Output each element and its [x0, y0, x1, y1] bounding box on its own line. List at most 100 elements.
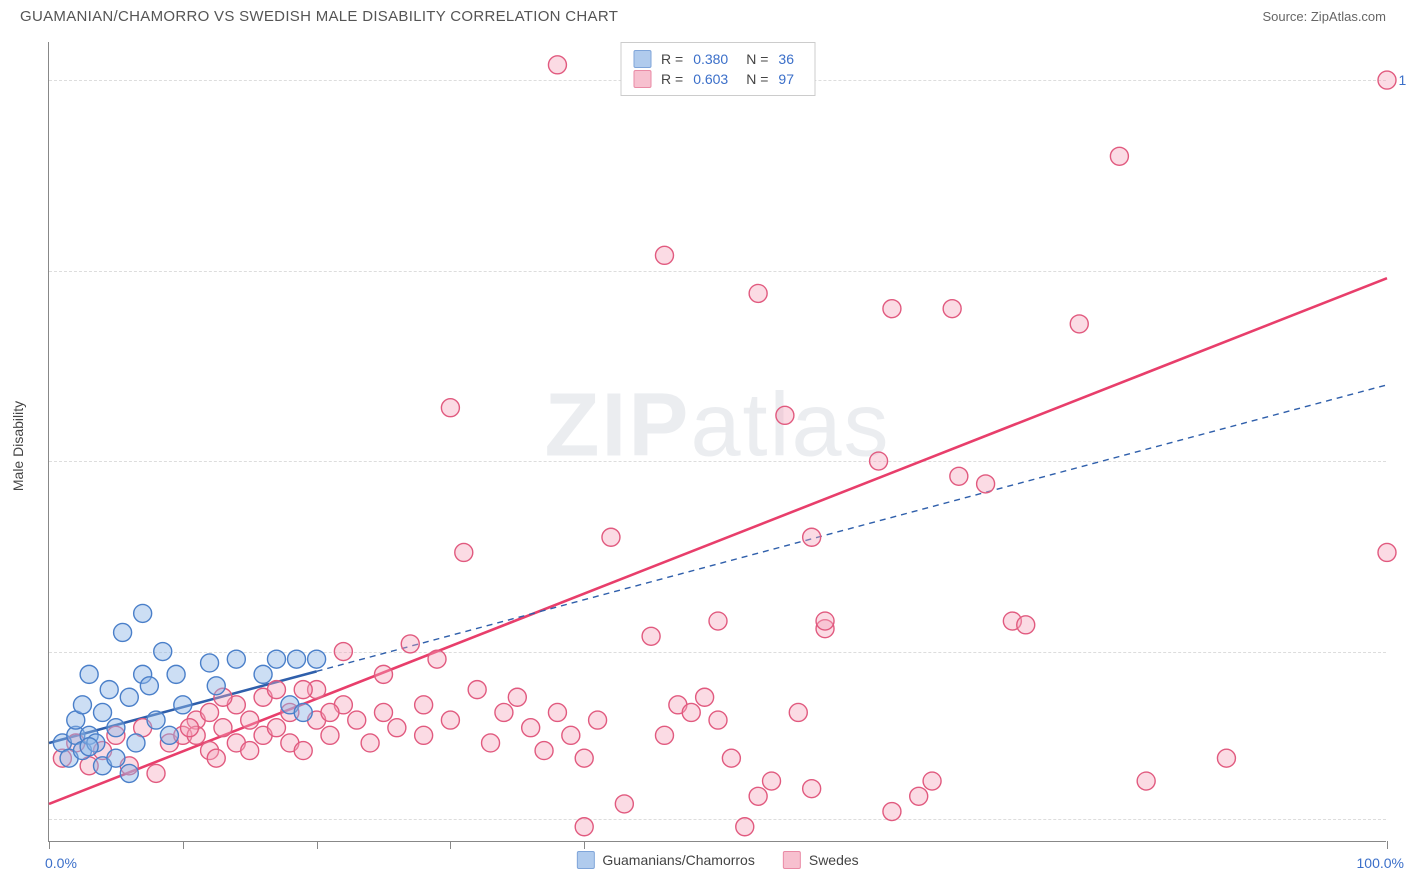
x-tick [450, 841, 451, 849]
point-b [1217, 749, 1235, 767]
point-b [803, 780, 821, 798]
point-a [308, 650, 326, 668]
legend-item: Guamanians/Chamorros [576, 851, 755, 869]
point-a [207, 677, 225, 695]
point-b [522, 719, 540, 737]
chart-header: GUAMANIAN/CHAMORRO VS SWEDISH MALE DISAB… [0, 0, 1406, 29]
legend-label: Swedes [809, 852, 859, 868]
point-b [709, 612, 727, 630]
point-b [361, 734, 379, 752]
point-b [1137, 772, 1155, 790]
point-b [508, 688, 526, 706]
r-label: R = [661, 71, 683, 87]
point-b [241, 742, 259, 760]
point-a [73, 696, 91, 714]
legend-swatch [633, 50, 651, 68]
point-b [441, 711, 459, 729]
x-tick [584, 841, 585, 849]
point-a [288, 650, 306, 668]
point-b [789, 703, 807, 721]
point-b [1070, 315, 1088, 333]
point-b [1378, 543, 1396, 561]
legend-swatch [576, 851, 594, 869]
point-b [709, 711, 727, 729]
point-a [127, 734, 145, 752]
point-b [415, 696, 433, 714]
y-axis-label: Male Disability [10, 401, 26, 491]
r-value: 0.603 [693, 71, 728, 87]
point-b [548, 56, 566, 74]
point-b [321, 703, 339, 721]
point-b [348, 711, 366, 729]
point-a [94, 703, 112, 721]
point-b [722, 749, 740, 767]
point-b [468, 681, 486, 699]
legend-stat-row: R =0.380N =36 [633, 49, 802, 69]
legend-stat-row: R = 0.603 N = 97 [633, 69, 802, 89]
point-b [883, 300, 901, 318]
point-b [214, 719, 232, 737]
point-a [114, 623, 132, 641]
point-b [1017, 616, 1035, 634]
legend-swatch [633, 70, 651, 88]
point-b [910, 787, 928, 805]
point-b [923, 772, 941, 790]
point-b [415, 726, 433, 744]
point-a [294, 703, 312, 721]
point-b [943, 300, 961, 318]
point-a [201, 654, 219, 672]
point-b [294, 742, 312, 760]
point-b [655, 726, 673, 744]
n-value: 97 [778, 71, 794, 87]
n-label: N = [746, 51, 768, 67]
point-b [147, 764, 165, 782]
point-b [803, 528, 821, 546]
point-a [107, 719, 125, 737]
point-b [950, 467, 968, 485]
point-b [455, 543, 473, 561]
point-b [375, 665, 393, 683]
point-b [388, 719, 406, 737]
point-b [615, 795, 633, 813]
point-b [441, 399, 459, 417]
point-b [201, 703, 219, 721]
point-b [495, 703, 513, 721]
n-label: N = [746, 71, 768, 87]
point-a [160, 726, 178, 744]
point-b [535, 742, 553, 760]
point-a [120, 688, 138, 706]
point-b [749, 787, 767, 805]
point-b [870, 452, 888, 470]
point-b [562, 726, 580, 744]
point-b [334, 643, 352, 661]
point-b [816, 612, 834, 630]
point-a [147, 711, 165, 729]
point-a [227, 650, 245, 668]
legend-swatch [783, 851, 801, 869]
point-b [575, 818, 593, 836]
point-a [100, 681, 118, 699]
point-b [321, 726, 339, 744]
point-b [548, 703, 566, 721]
y-tick-label: 100.0% [1399, 72, 1406, 88]
point-b [575, 749, 593, 767]
point-b [1110, 147, 1128, 165]
point-a [107, 749, 125, 767]
point-a [267, 650, 285, 668]
point-b [763, 772, 781, 790]
point-b [696, 688, 714, 706]
point-b [1378, 71, 1396, 89]
legend-item: Swedes [783, 851, 859, 869]
legend-series: Guamanians/Chamorros Swedes [576, 851, 858, 869]
legend-label: Guamanians/Chamorros [602, 852, 755, 868]
point-b [736, 818, 754, 836]
point-a [134, 604, 152, 622]
point-a [120, 764, 138, 782]
point-b [642, 627, 660, 645]
point-a [154, 643, 172, 661]
point-a [80, 738, 98, 756]
point-b [180, 719, 198, 737]
r-value: 0.380 [693, 51, 728, 67]
x-tick [317, 841, 318, 849]
point-b [401, 635, 419, 653]
